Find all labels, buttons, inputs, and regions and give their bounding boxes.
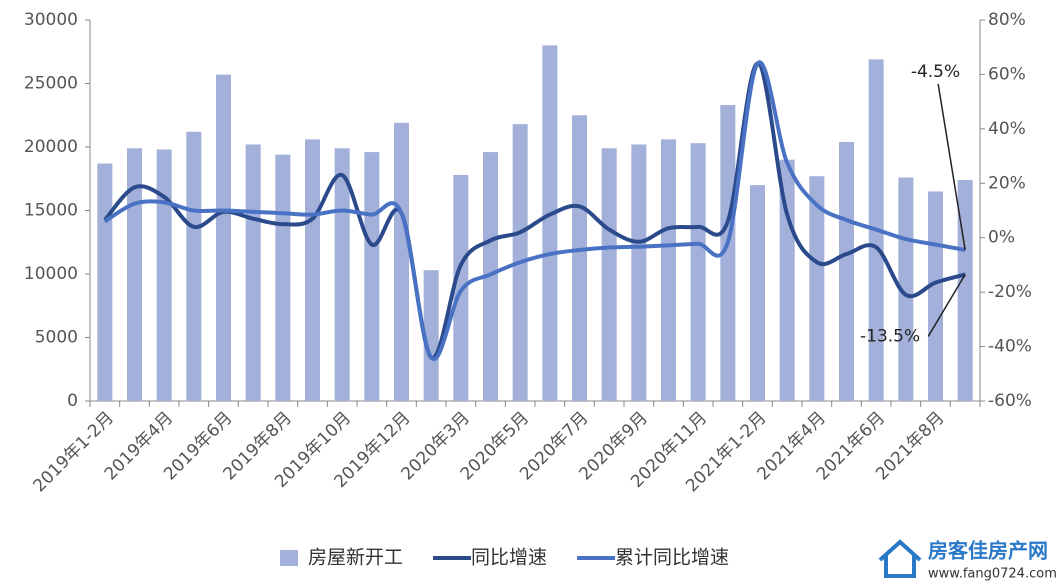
legend: 房屋新开工 同比增速 累计同比增速 bbox=[280, 547, 729, 569]
legend-label: 房屋新开工 bbox=[308, 547, 403, 569]
bar bbox=[97, 163, 113, 401]
y-tick-label: 15000 bbox=[24, 201, 78, 221]
y2-tick-label: -40% bbox=[988, 337, 1032, 357]
bar bbox=[898, 177, 914, 401]
leader-line bbox=[927, 274, 966, 337]
y2-tick-label: 60% bbox=[988, 64, 1026, 84]
bar bbox=[216, 74, 231, 402]
bar bbox=[661, 139, 676, 401]
bar bbox=[186, 131, 202, 401]
watermark-name: 房客佳房产网 bbox=[928, 539, 1048, 563]
bar bbox=[275, 154, 291, 401]
legend-swatch bbox=[280, 550, 298, 566]
y-tick-label: 25000 bbox=[24, 74, 78, 94]
bar bbox=[127, 148, 142, 401]
y2-tick-label: 40% bbox=[988, 119, 1026, 139]
bar bbox=[690, 143, 706, 401]
bar bbox=[245, 144, 261, 401]
y-tick-label: 20000 bbox=[24, 137, 78, 157]
y-tick-label: 0 bbox=[67, 391, 78, 411]
value-label: -13.5% bbox=[860, 326, 920, 346]
bar bbox=[156, 149, 172, 401]
bar bbox=[720, 105, 736, 401]
bar bbox=[305, 139, 320, 401]
bar bbox=[394, 122, 409, 402]
bar bbox=[423, 270, 439, 401]
y2-tick-label: 20% bbox=[988, 173, 1026, 193]
line bbox=[103, 60, 966, 362]
y2-tick-label: 0% bbox=[988, 228, 1015, 248]
logo-icon bbox=[878, 539, 922, 578]
bar bbox=[957, 180, 973, 401]
legend-label: 累计同比增速 bbox=[615, 547, 729, 569]
bar bbox=[364, 152, 380, 401]
line bbox=[103, 61, 966, 360]
y2-tick-label: -20% bbox=[988, 282, 1032, 302]
bar bbox=[572, 115, 587, 401]
bar bbox=[750, 185, 765, 401]
bar bbox=[928, 191, 943, 401]
bar bbox=[809, 176, 825, 401]
value-label: -4.5% bbox=[911, 62, 960, 82]
bar bbox=[542, 45, 558, 402]
x-tick-label: 2019年1-2月 bbox=[29, 408, 117, 496]
watermark-url: www.fang0724.com bbox=[928, 567, 1057, 582]
y-tick-label: 5000 bbox=[35, 328, 78, 348]
leader-line bbox=[937, 83, 966, 251]
y2-tick-label: 80% bbox=[988, 10, 1026, 30]
legend-label: 同比增速 bbox=[471, 547, 547, 569]
bar bbox=[601, 148, 617, 401]
y-tick-label: 30000 bbox=[24, 10, 78, 30]
bar bbox=[631, 144, 647, 401]
y-tick-label: 10000 bbox=[24, 264, 78, 284]
y2-tick-label: -60% bbox=[988, 391, 1032, 411]
watermark: 房客佳房产网 www.fang0724.com bbox=[878, 539, 1057, 582]
bar bbox=[839, 141, 854, 402]
